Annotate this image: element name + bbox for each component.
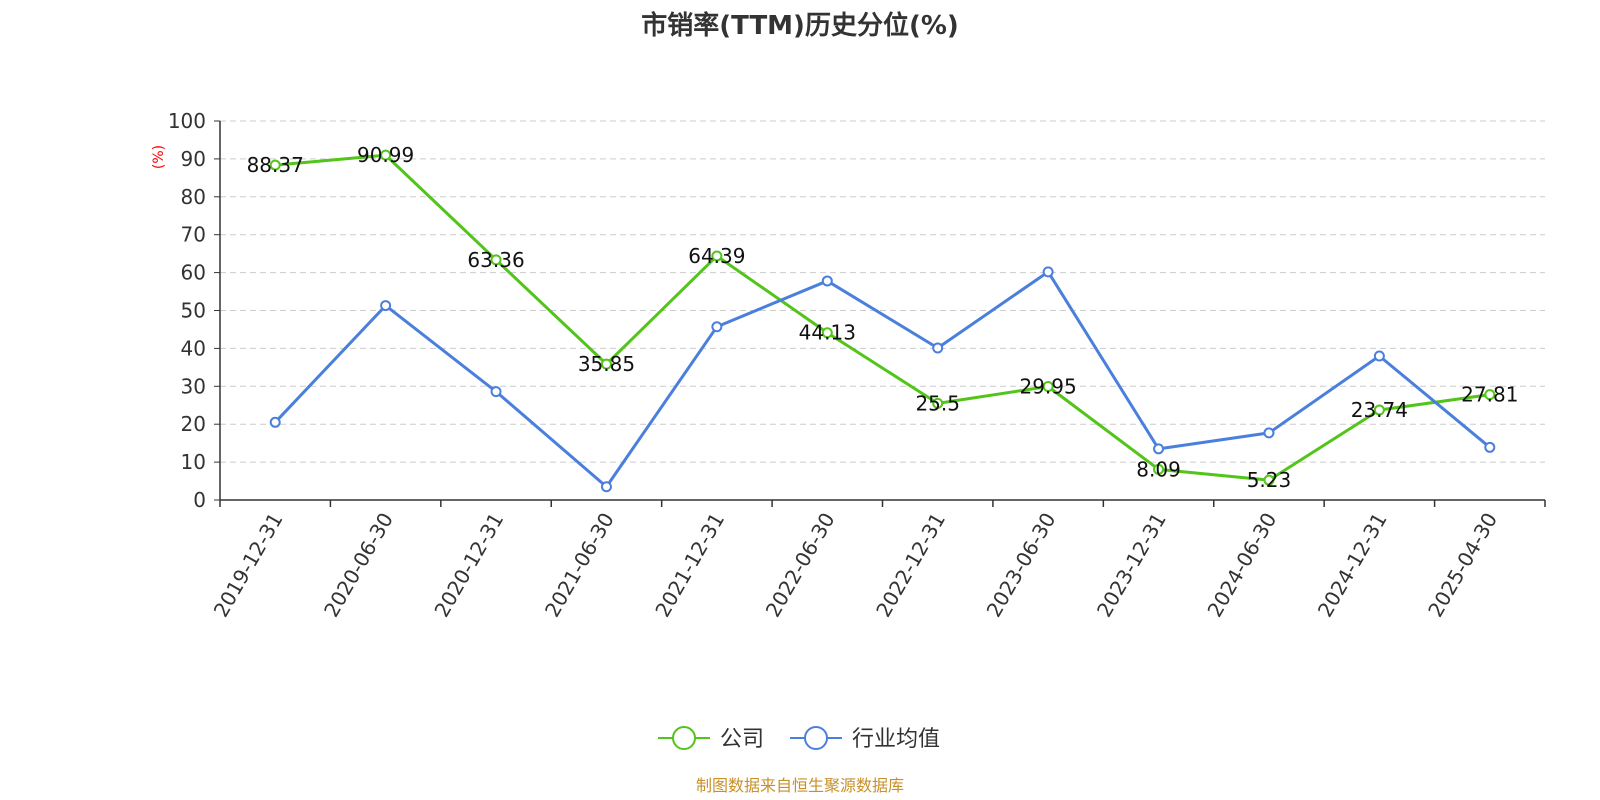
y-tick-label: 80 bbox=[181, 185, 206, 209]
x-tick-label: 2021-06-30 bbox=[540, 509, 619, 622]
legend-item-company[interactable]: 公司 bbox=[658, 726, 764, 752]
x-tick-label: 2022-12-31 bbox=[871, 509, 950, 622]
legend: 公司 行业均值 bbox=[658, 726, 940, 752]
data-label: 90.99 bbox=[357, 143, 414, 167]
data-point[interactable] bbox=[490, 386, 502, 398]
data-point[interactable] bbox=[1484, 441, 1496, 453]
x-tick-label: 2025-04-30 bbox=[1423, 509, 1502, 622]
legend-industry-label: 行业均值 bbox=[852, 727, 940, 752]
data-label: 5.23 bbox=[1247, 468, 1292, 492]
data-label: 44.13 bbox=[799, 321, 856, 345]
x-tick-label: 2022-06-30 bbox=[761, 509, 840, 622]
data-label: 27.81 bbox=[1461, 383, 1518, 407]
x-tick-label: 2020-06-30 bbox=[319, 509, 398, 622]
x-tick-label: 2019-12-31 bbox=[209, 509, 288, 622]
data-point[interactable] bbox=[269, 159, 281, 171]
data-label: 8.09 bbox=[1136, 457, 1181, 481]
data-point[interactable] bbox=[821, 275, 833, 287]
legend-item-industry-average[interactable]: 行业均值 bbox=[790, 726, 940, 752]
x-tick-label: 2023-12-31 bbox=[1092, 509, 1171, 622]
y-tick-label: 50 bbox=[181, 299, 206, 323]
data-point[interactable] bbox=[1042, 266, 1054, 278]
data-point[interactable] bbox=[1484, 389, 1496, 401]
data-point[interactable] bbox=[1042, 380, 1054, 392]
data-label: 29.95 bbox=[1019, 374, 1076, 398]
axes: 0 10 20 30 40 50 60 70 80 90 100 2019-12-31 2020-06-… bbox=[168, 109, 1546, 622]
data-label: 63.36 bbox=[467, 248, 524, 272]
data-point[interactable] bbox=[490, 254, 502, 266]
series-layer bbox=[269, 149, 1496, 493]
legend-company-label: 公司 bbox=[720, 727, 764, 752]
x-tick-label: 2024-06-30 bbox=[1202, 509, 1281, 622]
data-point[interactable] bbox=[1373, 404, 1385, 416]
y-axis-unit: (%) bbox=[151, 145, 167, 169]
data-point[interactable] bbox=[269, 416, 281, 428]
grid-lines bbox=[220, 120, 1545, 463]
legend-industry-marker-icon bbox=[804, 726, 828, 750]
data-point[interactable] bbox=[932, 397, 944, 409]
data-point[interactable] bbox=[380, 149, 392, 161]
data-label: 88.37 bbox=[247, 153, 304, 177]
data-label: 35.85 bbox=[578, 352, 635, 376]
y-tick-label: 90 bbox=[181, 147, 206, 171]
y-tick-label: 0 bbox=[193, 488, 206, 512]
data-point[interactable] bbox=[821, 327, 833, 339]
data-source-note: 制图数据来自恒生聚源数据库 bbox=[696, 776, 904, 795]
chart-title: 市销率(TTM)历史分位(%) bbox=[641, 10, 959, 41]
data-point[interactable] bbox=[711, 250, 723, 262]
data-point[interactable] bbox=[1153, 463, 1165, 475]
data-label: 64.39 bbox=[688, 244, 745, 268]
series-line-1 bbox=[274, 270, 1491, 489]
y-tick-label: 70 bbox=[181, 223, 206, 247]
data-label: 23.74 bbox=[1351, 398, 1408, 422]
data-point[interactable] bbox=[600, 358, 612, 370]
data-point[interactable] bbox=[711, 321, 723, 333]
data-point[interactable] bbox=[932, 342, 944, 354]
x-tick-label: 2023-06-30 bbox=[982, 509, 1061, 622]
data-label: 25.5 bbox=[915, 391, 960, 415]
x-tick-label: 2024-12-31 bbox=[1313, 509, 1392, 622]
y-tick-label: 30 bbox=[181, 374, 206, 398]
y-tick-label: 10 bbox=[181, 450, 206, 474]
y-tick-label: 60 bbox=[181, 261, 206, 285]
x-tick-label: 2021-12-31 bbox=[650, 509, 729, 622]
data-point[interactable] bbox=[600, 481, 612, 493]
data-point[interactable] bbox=[1373, 350, 1385, 362]
data-point[interactable] bbox=[380, 300, 392, 312]
data-labels: 88.37 90.99 63.36 35.85 64.39 44.13 25.5 29.95 8… bbox=[247, 143, 1519, 492]
data-point[interactable] bbox=[1153, 443, 1165, 455]
x-tick-label: 2020-12-31 bbox=[429, 509, 508, 622]
data-point[interactable] bbox=[1263, 474, 1275, 486]
legend-company-marker-icon bbox=[672, 726, 696, 750]
data-point[interactable] bbox=[1263, 427, 1275, 439]
y-tick-label: 100 bbox=[168, 109, 206, 133]
series-line-0 bbox=[275, 153, 1490, 482]
y-tick-label: 40 bbox=[181, 336, 206, 360]
y-tick-label: 20 bbox=[181, 412, 206, 436]
